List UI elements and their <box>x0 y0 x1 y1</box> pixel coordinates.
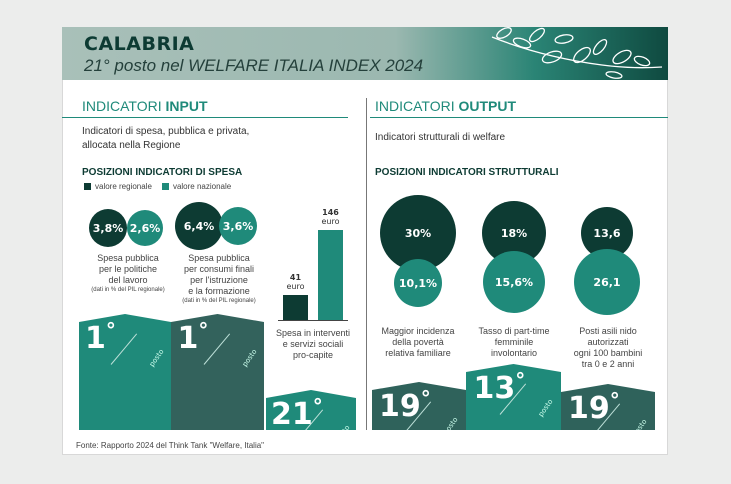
national-value-bubble: 10,1% <box>394 259 442 307</box>
national-bar-label: 146 euro <box>311 208 350 226</box>
rank-value: 13 <box>473 371 516 406</box>
output-description: Indicatori strutturali di welfare <box>375 132 506 143</box>
bar-value: 146 <box>322 208 339 217</box>
output-divider <box>370 117 668 118</box>
source-footer: Fonte: Rapporto 2024 del Think Tank "Wel… <box>76 441 265 450</box>
degree-symbol: ° <box>609 388 620 412</box>
rank-podium: 1° posto <box>79 314 171 430</box>
indicator-caption: Tasso di part-time femminile involontari… <box>466 326 562 359</box>
bar-value: 41 <box>289 272 302 282</box>
rank-podium: 1° posto <box>171 314 264 430</box>
regional-bar <box>283 294 308 320</box>
legend-regional: valore regionale <box>84 182 152 191</box>
output-subheading: POSIZIONI INDICATORI STRUTTURALI <box>375 167 559 178</box>
caption-line: tra 0 e 2 anni <box>581 359 635 369</box>
rank-podium: 21° posto <box>266 390 356 430</box>
regional-value-bubble: 3,8% <box>89 209 127 247</box>
indicator-caption: Posti asili nido autorizzati ogni 100 ba… <box>560 326 656 370</box>
posto-label: posto <box>240 347 259 369</box>
regional-value-bubble: 30% <box>380 195 456 271</box>
degree-symbol: ° <box>515 368 526 392</box>
national-value-bubble: 3,6% <box>219 207 257 245</box>
legend: valore regionale valore nazionale <box>84 182 231 191</box>
caption-line: della povertà <box>392 337 444 347</box>
caption-line: femminile <box>494 337 534 347</box>
rank-number: 21° <box>271 396 323 432</box>
heading-bold: INPUT <box>165 98 208 114</box>
rank-podium: 19° posto <box>561 384 655 430</box>
desc-line: allocata nella Regione <box>82 140 181 151</box>
heading-bold: OUTPUT <box>458 98 517 114</box>
index-subtitle: 21° posto nel WELFARE ITALIA INDEX 2024 <box>84 56 424 75</box>
caption-line: Spesa in interventi <box>275 328 351 338</box>
caption-line: Spesa pubblica <box>188 253 250 263</box>
rank-value: 19 <box>379 389 421 424</box>
caption-line: Tasso di part-time <box>478 326 550 336</box>
column-divider <box>366 98 367 430</box>
indicator-caption: Spesa in interventi e servizi sociali pr… <box>266 328 360 361</box>
rank-number: 19° <box>379 388 431 424</box>
desc-line: Indicatori di spesa, pubblica e privata, <box>82 126 250 137</box>
legend-swatch-teal <box>161 183 169 190</box>
rank-number: 1° <box>177 320 209 356</box>
caption-line: Spesa pubblica <box>97 253 159 263</box>
caption-line: per consumi finali <box>183 264 255 274</box>
rank-podium: 19° posto <box>372 382 466 430</box>
indicator-caption: Spesa pubblica per consumi finali per l'… <box>172 253 266 305</box>
caption-line: e servizi sociali <box>282 339 344 349</box>
input-heading: INDICATORI INPUT <box>82 98 208 114</box>
caption-line: per l'istruzione <box>190 275 248 285</box>
header-banner: CALABRIA 21° posto nel WELFARE ITALIA IN… <box>62 27 668 80</box>
caption-line: per le politiche <box>98 264 158 274</box>
output-heading: INDICATORI OUTPUT <box>375 98 516 114</box>
indicator-caption: Spesa pubblica per le politiche del lavo… <box>78 253 178 294</box>
caption-line: del lavoro <box>108 275 148 285</box>
posto-label: posto <box>536 397 555 419</box>
degree-symbol: ° <box>105 318 116 342</box>
national-value-bubble: 15,6% <box>483 251 545 313</box>
bar-unit: euro <box>321 217 340 226</box>
degree-symbol: ° <box>420 386 431 410</box>
national-value-bubble: 26,1 <box>574 249 640 315</box>
bar-baseline <box>278 320 348 321</box>
bar-unit: euro <box>286 281 305 291</box>
caption-line: Posti asili nido <box>579 326 637 336</box>
heading-prefix: INDICATORI <box>375 98 459 114</box>
caption-line: pro-capite <box>292 350 334 360</box>
caption-line: Maggior incidenza <box>381 326 455 336</box>
national-value-bubble: 2,6% <box>127 210 163 246</box>
degree-symbol: ° <box>198 318 209 342</box>
caption-line: relativa familiare <box>385 348 451 358</box>
rank-value: 1 <box>85 321 106 356</box>
input-divider <box>62 117 348 118</box>
legend-national: valore nazionale <box>161 182 232 191</box>
rank-number: 19° <box>568 390 620 426</box>
input-description: Indicatori di spesa, pubblica e privata,… <box>82 125 249 153</box>
rank-value: 21 <box>271 397 313 432</box>
leaves-decoration-icon <box>491 27 663 79</box>
legend-label: valore regionale <box>95 182 152 191</box>
indicator-caption: Maggior incidenza della povertà relativa… <box>370 326 466 359</box>
rank-number: 13° <box>473 370 526 406</box>
region-title: CALABRIA <box>84 33 195 55</box>
caption-line: ogni 100 bambini <box>573 348 643 358</box>
legend-swatch-dark <box>84 183 91 190</box>
caption-line: e la formazione <box>188 286 250 296</box>
caption-note: (dati in % del PIL regionale) <box>182 298 256 304</box>
rank-value: 1 <box>177 321 199 356</box>
regional-bar-label: 41 euro <box>276 273 315 291</box>
posto-label: posto <box>147 347 166 369</box>
input-subheading: POSIZIONI INDICATORI DI SPESA <box>82 167 243 178</box>
regional-value-bubble: 6,4% <box>175 202 223 250</box>
rank-value: 19 <box>568 391 610 426</box>
rank-number: 1° <box>85 320 116 356</box>
rank-podium: 13° posto <box>466 364 561 430</box>
caption-note: (dati in % del PIL regionale) <box>91 287 165 293</box>
legend-label: valore nazionale <box>172 182 232 191</box>
heading-prefix: INDICATORI <box>82 98 166 114</box>
caption-line: autorizzati <box>587 337 629 347</box>
degree-symbol: ° <box>312 394 323 418</box>
caption-line: involontario <box>490 348 538 358</box>
national-bar <box>318 230 343 320</box>
